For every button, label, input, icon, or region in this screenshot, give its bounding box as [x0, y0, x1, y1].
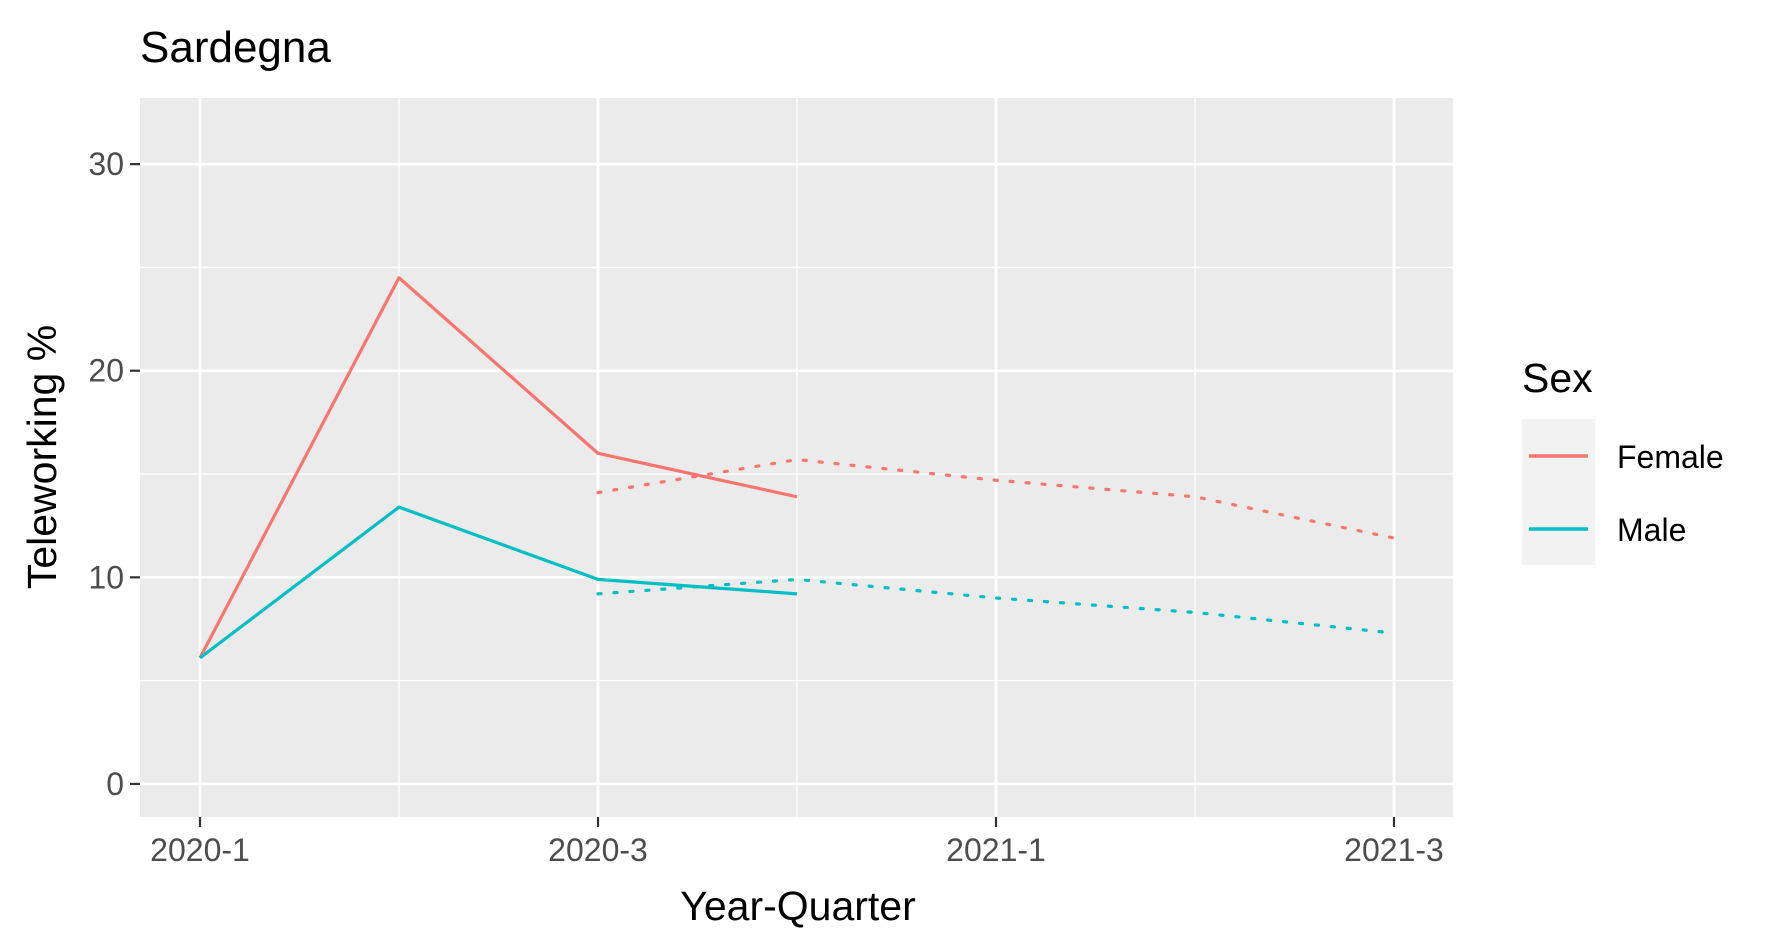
x-tick-label: 2021-1 — [946, 832, 1046, 868]
y-tick-label: 0 — [106, 766, 124, 802]
x-axis-title: Year-Quarter — [680, 883, 916, 929]
series-line-male-dotted — [596, 577, 1396, 635]
legend-label-female: Female — [1617, 439, 1724, 475]
x-tick-label: 2021-3 — [1344, 832, 1444, 868]
y-tick-label: 20 — [88, 353, 124, 389]
series-line-female-solid — [198, 276, 798, 659]
chart-title: Sardegna — [140, 23, 331, 72]
major-gridlines — [140, 98, 1453, 817]
legend: Sex Female Male — [1522, 355, 1724, 565]
series-lines — [198, 276, 1396, 660]
x-tick-label: 2020-1 — [150, 832, 250, 868]
legend-title: Sex — [1522, 355, 1593, 401]
x-tick-label: 2020-3 — [548, 832, 648, 868]
y-axis: 0 10 20 30 — [88, 146, 140, 802]
minor-gridlines — [140, 98, 1453, 817]
legend-label-male: Male — [1617, 512, 1686, 548]
legend-key-background — [1522, 419, 1595, 565]
y-axis-title: Teleworking % — [19, 325, 65, 589]
series-line-female-dotted — [596, 457, 1396, 540]
y-tick-label: 10 — [88, 559, 124, 595]
x-axis: 2020-1 2020-3 2021-1 2021-3 — [150, 817, 1444, 868]
y-tick-label: 30 — [88, 146, 124, 182]
